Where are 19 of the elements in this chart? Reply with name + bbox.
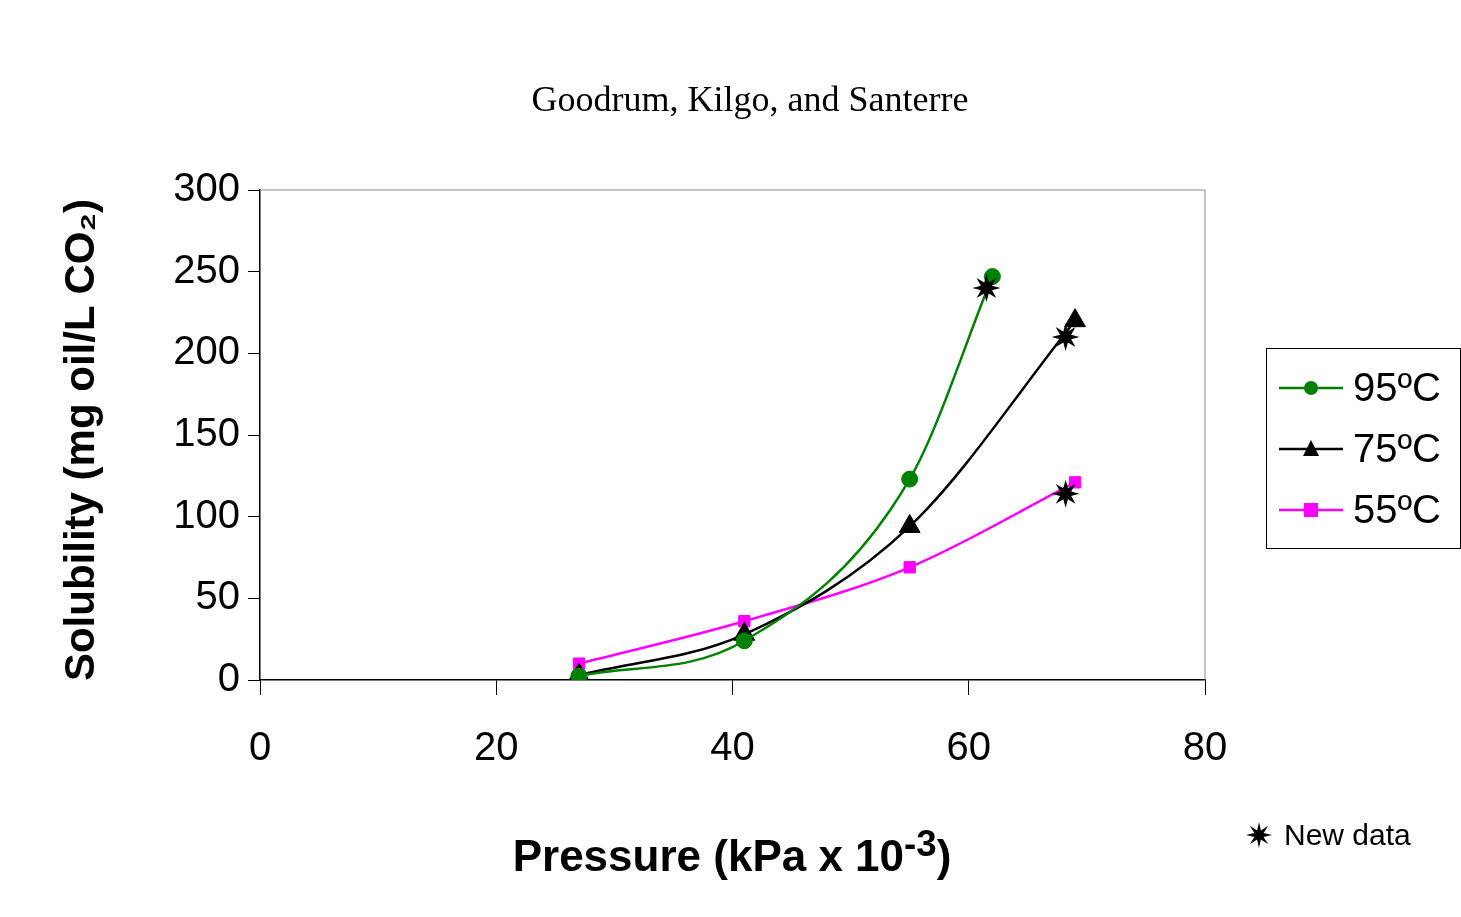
y-tick-label: 50: [195, 573, 240, 618]
y-tick-label: 300: [173, 165, 240, 210]
x-tick-label: 0: [248, 724, 272, 769]
y-tick-label: 250: [173, 246, 240, 291]
legend-label: 75ºC: [1353, 426, 1441, 471]
legend-label: New data: [1284, 818, 1411, 852]
x-tick-label: 40: [710, 724, 755, 769]
y-tick-label: 200: [173, 328, 240, 373]
legend-label: 55ºC: [1353, 487, 1441, 532]
y-tick-label: 100: [173, 491, 240, 536]
y-tick-label: 0: [217, 655, 240, 700]
x-tick-label: 60: [946, 724, 991, 769]
x-axis-title: Pressure (kPa x 10$^{-3}$): [512, 822, 952, 882]
x-tick-label: 20: [474, 724, 519, 769]
legend-label: 95ºC: [1353, 365, 1441, 410]
y-axis-title: Solubility (mg oil/L CO₂): [56, 198, 104, 682]
chart-title: Goodrum, Kilgo, and Santerre: [530, 78, 970, 120]
x-tick-label: 80: [1182, 724, 1228, 769]
y-tick-label: 150: [173, 410, 240, 455]
